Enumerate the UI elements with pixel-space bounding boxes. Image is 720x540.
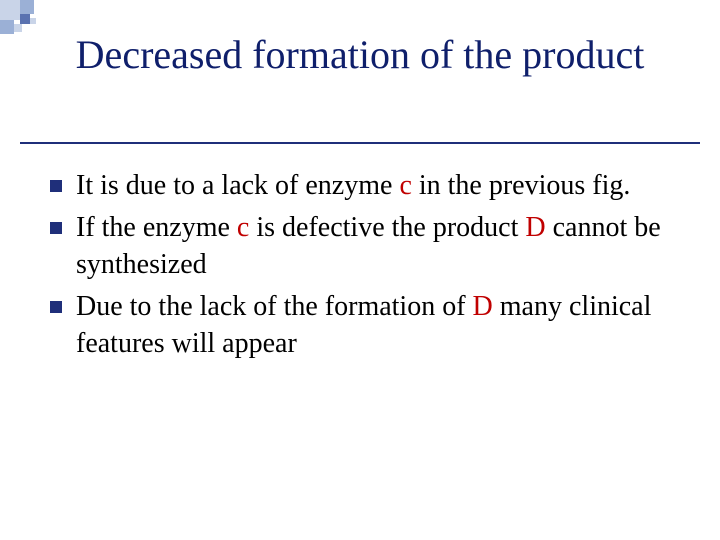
deco-square [20, 0, 34, 14]
highlight-text: D [473, 291, 493, 322]
body-text: Due to the lack of the formation of [76, 291, 473, 322]
deco-square [20, 14, 30, 24]
body-text: in the previous fig. [412, 170, 631, 201]
body-text: is defective the product [249, 212, 525, 243]
deco-square [30, 18, 36, 24]
bullet-icon [50, 180, 62, 192]
body-text: It is due to a lack of enzyme [76, 170, 399, 201]
body-text: If the enzyme [76, 212, 237, 243]
list-item: If the enzyme c is defective the product… [50, 210, 680, 283]
bullet-icon [50, 301, 62, 313]
bullet-text: It is due to a lack of enzyme c in the p… [76, 168, 630, 204]
highlight-text: D [525, 212, 545, 243]
bullet-list: It is due to a lack of enzyme c in the p… [50, 168, 680, 368]
list-item: Due to the lack of the formation of D ma… [50, 289, 680, 362]
bullet-icon [50, 222, 62, 234]
deco-square [0, 0, 20, 20]
highlight-text: c [237, 212, 249, 243]
bullet-text: Due to the lack of the formation of D ma… [76, 289, 680, 362]
highlight-text: c [399, 170, 411, 201]
slide-title: Decreased formation of the product [0, 30, 720, 80]
title-underline [20, 142, 700, 144]
bullet-text: If the enzyme c is defective the product… [76, 210, 680, 283]
list-item: It is due to a lack of enzyme c in the p… [50, 168, 680, 204]
